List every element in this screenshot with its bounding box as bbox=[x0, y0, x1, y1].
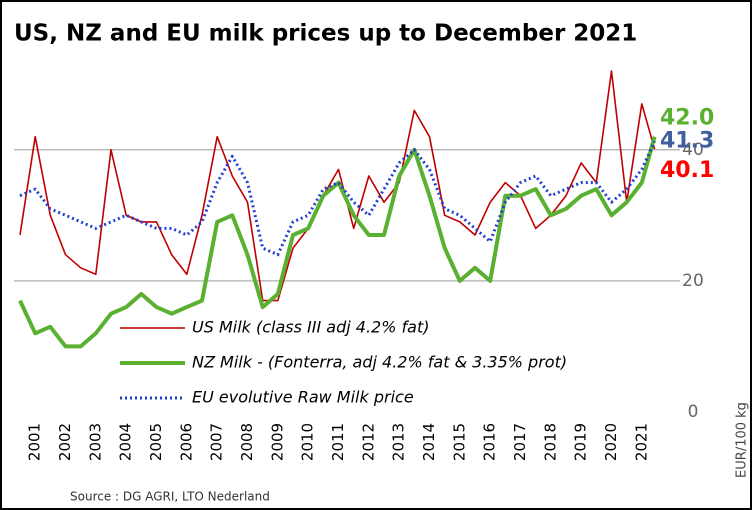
x-tick-label: 2001 bbox=[26, 423, 44, 461]
legend-label: EU evolutive Raw Milk price bbox=[192, 388, 414, 407]
end-label: 42.0 bbox=[660, 106, 714, 131]
x-tick-label: 2015 bbox=[450, 423, 468, 461]
x-tick-label: 2009 bbox=[268, 423, 286, 461]
x-tick-label: 2016 bbox=[481, 423, 499, 461]
x-tick-label: 2018 bbox=[541, 423, 559, 461]
x-tick-label: 2013 bbox=[390, 423, 408, 461]
x-tick-label: 2017 bbox=[511, 423, 529, 461]
x-tick-label: 2005 bbox=[147, 423, 165, 461]
x-tick-label: 2002 bbox=[56, 423, 74, 461]
y-tick-label: 0 bbox=[688, 402, 699, 422]
x-tick-label: 2019 bbox=[572, 423, 590, 461]
x-tick-label: 2014 bbox=[420, 423, 438, 461]
legend-label: US Milk (class III adj 4.2% fat) bbox=[192, 318, 429, 337]
x-tick-label: 2004 bbox=[117, 423, 135, 461]
x-tick-label: 2003 bbox=[86, 423, 104, 461]
x-tick-label: 2012 bbox=[359, 423, 377, 461]
y-axis-label: EUR/100 kg bbox=[735, 402, 750, 478]
source: Source : DG AGRI, LTO Nederland bbox=[70, 490, 270, 504]
end-label: 41.3 bbox=[660, 128, 714, 153]
series-line bbox=[18, 136, 657, 349]
x-tick-label: 2020 bbox=[602, 423, 620, 461]
end-label: 40.1 bbox=[660, 158, 714, 183]
chart-title: US, NZ and EU milk prices up to December… bbox=[14, 21, 637, 47]
y-tick-label: 40 bbox=[682, 140, 704, 160]
y-tick-label: 20 bbox=[682, 271, 704, 291]
x-tick-label: 2011 bbox=[329, 423, 347, 461]
x-tick-label: 2021 bbox=[632, 423, 650, 461]
x-tick-label: 2008 bbox=[238, 423, 256, 461]
x-tick-label: 2007 bbox=[208, 423, 226, 461]
legend-label: NZ Milk - (Fonterra, adj 4.2% fat & 3.35… bbox=[192, 353, 567, 372]
x-tick-label: 2006 bbox=[177, 423, 195, 461]
x-tick-label: 2010 bbox=[299, 423, 317, 461]
